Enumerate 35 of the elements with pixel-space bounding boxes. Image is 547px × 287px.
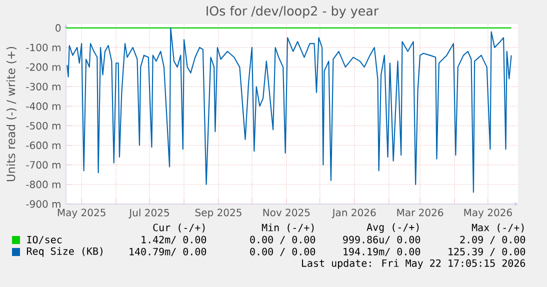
text: Cur (-/+) [153, 224, 205, 232]
y-tick-label: -400 m [26, 102, 60, 110]
y-tick-label: -900 m [26, 200, 60, 208]
text: 0.00 / 0.00 [250, 248, 316, 256]
y-tick-label: -700 m [26, 161, 60, 169]
text: 1.42m/ 0.00 [142, 236, 206, 244]
text: Min (-/+) [262, 224, 314, 232]
legend-label: IO/sec [27, 236, 62, 244]
legend-label: Req Size (KB) [26, 247, 102, 257]
x-tick-label: May 2025 [58, 208, 106, 218]
y-tick-label: 0 [56, 24, 61, 32]
x-tick-label: Sep 2025 [195, 208, 242, 218]
x-tick-label: Jan 2026 [332, 208, 376, 218]
text: 2.09 / 0.00 [460, 236, 526, 244]
text: Avg (-/+) [366, 223, 419, 233]
text: 0.00 / 0.00 [250, 236, 316, 244]
y-tick-label: -300 m [26, 82, 60, 90]
y-axis-title: Units read (-) / write (+) [6, 46, 17, 182]
x-tick-label: Nov 2025 [263, 208, 310, 216]
x-tick-label: Jul 2025 [128, 208, 169, 218]
y-tick-label: -800 m [26, 180, 60, 188]
line-series [66, 27, 512, 193]
y-tick-label: -600 m [26, 142, 60, 150]
x-tick-label: May 2026 [464, 208, 512, 218]
text: 125.39 / 0.00 [448, 248, 526, 256]
text: 194.19m/ 0.00 [344, 248, 420, 256]
chart-title: IOs for /dev/loop2 - by year [206, 6, 379, 18]
text: 140.79m/ 0.00 [130, 248, 206, 256]
text: Max (-/+) [472, 224, 524, 232]
text: Last update: Fri May 22 17:05:15 2026 [302, 259, 526, 269]
text: 999.86u/ 0.00 [343, 236, 420, 244]
y-tick-label: -200 m [26, 63, 60, 71]
x-tick-label: Mar 2026 [397, 208, 444, 216]
y-tick-label: -100 m [26, 44, 60, 52]
y-tick-label: -500 m [26, 122, 60, 130]
